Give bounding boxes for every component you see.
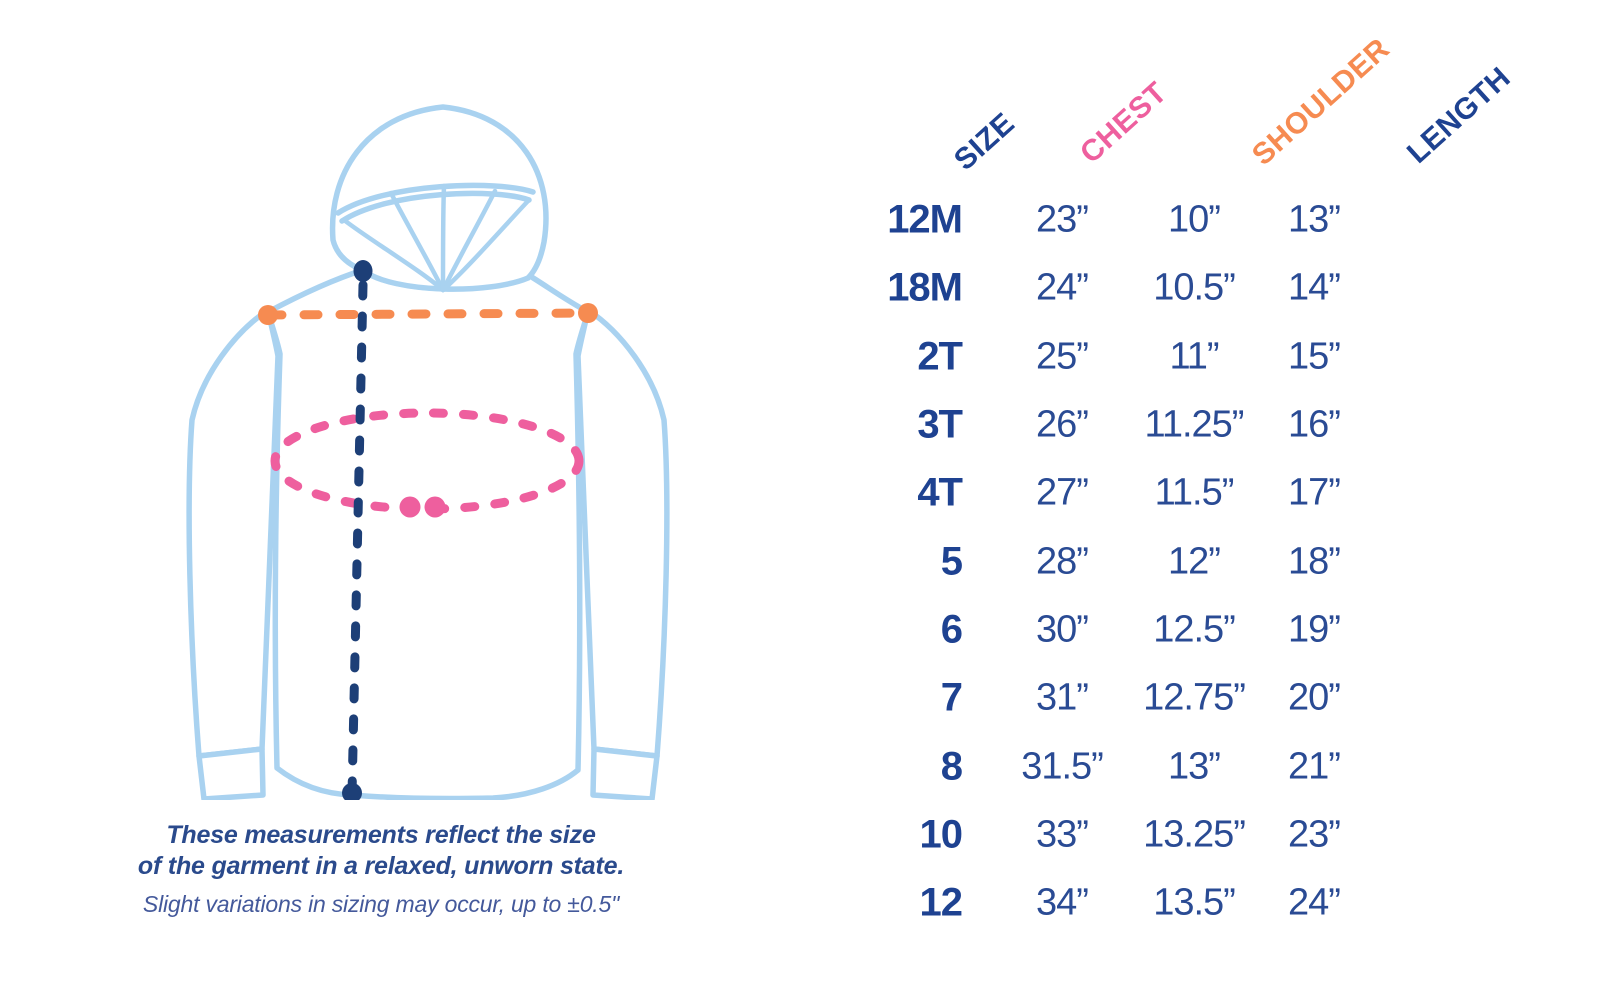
torso — [265, 267, 591, 800]
table-row: 5 28” 12” 18” — [850, 527, 1550, 595]
table-row: 4T 27” 11.5” 17” — [850, 459, 1550, 527]
chest-cell: 30” — [1036, 608, 1089, 651]
chest-cell: 33” — [1036, 813, 1089, 856]
length-dash-line — [347, 280, 368, 799]
table-row: 8 31.5” 13” 21” — [850, 732, 1550, 800]
shoulder-cell: 11.25” — [1144, 403, 1245, 446]
caption-line-3: Slight variations in sizing may occur, u… — [142, 891, 620, 917]
size-table: SIZE CHEST SHOULDER LENGTH 12M 23” 10” 1… — [850, 0, 1550, 995]
chest-cell: 25” — [1036, 335, 1089, 378]
shoulder-cell: 10.5” — [1153, 266, 1236, 309]
length-cell: 13” — [1288, 198, 1341, 241]
shoulder-cell: 13” — [1168, 745, 1221, 788]
caption-line-1: These measurements reflect the size — [166, 821, 596, 849]
size-cell: 7 — [940, 675, 963, 720]
table-row: 18M 24” 10.5” 14” — [850, 254, 1550, 322]
column-header-length: LENGTH — [1400, 60, 1517, 170]
size-cell: 2T — [917, 334, 963, 379]
size-cell: 12M — [887, 197, 963, 242]
hoodie-outline — [186, 104, 670, 800]
column-header-shoulder: SHOULDER — [1245, 32, 1397, 172]
hood-fold-lines — [341, 183, 531, 293]
left-sleeve — [186, 307, 281, 759]
length-cell: 15” — [1288, 335, 1341, 378]
length-cell: 23” — [1288, 813, 1341, 856]
size-cell: 4T — [917, 470, 963, 515]
size-cell: 6 — [940, 607, 963, 652]
table-row: 6 30” 12.5” 19” — [850, 596, 1550, 664]
size-cell: 18M — [887, 265, 963, 310]
caption-line-2: of the garment in a relaxed, unworn stat… — [137, 852, 625, 880]
shoulder-dot-left — [258, 305, 278, 325]
chest-dot-1 — [399, 496, 421, 518]
table-row: 12 34” 13.5” 24” — [850, 869, 1550, 937]
hood-face-arc-inner — [339, 190, 532, 224]
shoulder-cell: 11.5” — [1154, 471, 1235, 514]
shoulder-cell: 12.5” — [1153, 608, 1236, 651]
size-cell: 5 — [940, 539, 963, 584]
left-cuff — [196, 746, 266, 800]
shoulder-measure — [258, 303, 598, 325]
chest-cell: 26” — [1036, 403, 1089, 446]
shoulder-dash-line — [263, 308, 593, 320]
table-row: 10 33” 13.25” 23” — [850, 801, 1550, 869]
shoulder-cell: 12” — [1168, 540, 1221, 583]
shoulder-dot-right — [578, 303, 598, 323]
length-cell: 21” — [1288, 745, 1341, 788]
length-cell: 17” — [1288, 471, 1341, 514]
size-cell: 10 — [919, 812, 964, 857]
column-header-chest: CHEST — [1073, 75, 1174, 170]
size-table-rows: 12M 23” 10” 13” 18M 24” 10.5” 14” 2T 25”… — [850, 186, 1550, 937]
right-cuff — [590, 746, 660, 800]
chest-dot-2 — [424, 496, 446, 518]
chest-cell: 34” — [1036, 881, 1089, 924]
chest-cell: 31” — [1036, 676, 1089, 719]
table-row: 2T 25” 11” 15” — [850, 323, 1550, 391]
size-cell: 8 — [940, 744, 963, 789]
table-row: 12M 23” 10” 13” — [850, 186, 1550, 254]
column-header-size: SIZE — [947, 106, 1022, 177]
chest-cell: 31.5” — [1021, 745, 1104, 788]
table-row: 7 31” 12.75” 20” — [850, 664, 1550, 732]
chest-dash-ellipse — [270, 408, 584, 514]
length-cell: 20” — [1288, 676, 1341, 719]
chest-measure — [270, 408, 584, 518]
size-cell: 12 — [919, 880, 964, 925]
length-cell: 24” — [1288, 881, 1341, 924]
chest-cell: 28” — [1036, 540, 1089, 583]
chest-cell: 27” — [1036, 471, 1089, 514]
length-dot-top — [353, 260, 373, 282]
shoulder-cell: 12.75” — [1143, 676, 1246, 719]
shoulder-cell: 13.5” — [1153, 881, 1236, 924]
length-cell: 19” — [1288, 608, 1341, 651]
length-cell: 16” — [1288, 403, 1341, 446]
length-cell: 18” — [1288, 540, 1341, 583]
length-cell: 14” — [1288, 266, 1341, 309]
shoulder-cell: 11” — [1169, 335, 1219, 378]
chest-cell: 23” — [1036, 198, 1089, 241]
length-dot-bottom — [342, 783, 362, 800]
right-sleeve — [575, 307, 670, 759]
shoulder-cell: 13.25” — [1143, 813, 1246, 856]
chest-cell: 24” — [1036, 266, 1089, 309]
length-measure — [342, 260, 373, 800]
size-cell: 3T — [917, 402, 963, 447]
shoulder-cell: 10” — [1168, 198, 1221, 241]
table-row: 3T 26” 11.25” 16” — [850, 391, 1550, 459]
hoodie-illustration — [186, 104, 670, 800]
measurement-caption: These measurements reflect the size of t… — [61, 820, 701, 918]
